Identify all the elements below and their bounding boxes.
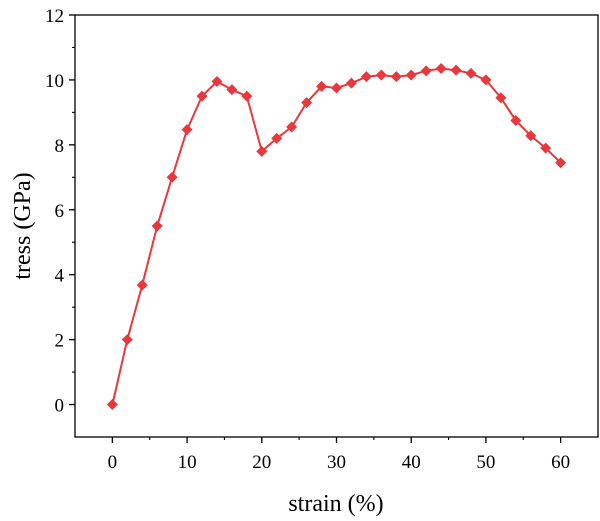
x-tick-label: 0: [108, 452, 118, 473]
data-point: [196, 90, 208, 102]
data-point: [495, 92, 507, 104]
data-point: [390, 71, 402, 83]
data-point: [510, 115, 522, 126]
data-point: [375, 69, 387, 81]
data-point: [301, 97, 313, 109]
data-point: [121, 334, 133, 346]
series-markers: [106, 63, 567, 411]
data-point: [480, 74, 492, 86]
data-point: [465, 67, 477, 79]
data-point: [405, 69, 417, 81]
data-point: [435, 63, 447, 75]
data-point: [181, 124, 193, 136]
y-tick-label: 12: [45, 6, 64, 27]
data-point: [345, 77, 357, 89]
data-point: [271, 132, 283, 144]
x-axis-ticks: 0 10 20 30 40 50 60: [108, 437, 570, 473]
data-point: [286, 121, 298, 133]
data-point: [420, 65, 432, 77]
data-point: [226, 84, 238, 96]
y-tick-label: 8: [55, 136, 65, 157]
y-tick-label: 0: [55, 396, 65, 417]
data-point: [525, 130, 537, 142]
data-point: [106, 399, 118, 411]
data-point: [166, 171, 178, 183]
x-tick-label: 60: [551, 452, 570, 473]
data-point: [136, 279, 148, 291]
data-point: [151, 220, 163, 232]
x-tick-label: 20: [252, 452, 271, 473]
y-tick-label: 10: [45, 71, 64, 92]
x-axis-title: strain (%): [288, 491, 383, 517]
data-point: [241, 90, 253, 102]
y-axis-title: tress (GPa): [10, 172, 36, 279]
data-point: [316, 80, 328, 92]
x-tick-label: 10: [178, 452, 197, 473]
data-point: [540, 142, 552, 154]
y-tick-label: 6: [55, 201, 65, 222]
x-tick-label: 40: [402, 452, 421, 473]
data-point: [555, 157, 567, 169]
data-point: [360, 71, 372, 83]
data-point: [331, 82, 342, 94]
y-tick-label: 2: [55, 331, 65, 352]
series-line: [111, 67, 562, 405]
y-axis-ticks: 0 2 4 6 8 10 12: [45, 6, 75, 417]
y-tick-label: 4: [55, 266, 65, 287]
x-tick-label: 50: [476, 452, 495, 473]
watermark: 知乎 @凌某不知道: [463, 488, 588, 506]
x-tick-label: 30: [327, 452, 346, 473]
data-point: [450, 64, 462, 76]
data-point: [211, 76, 223, 88]
data-point: [256, 145, 268, 157]
